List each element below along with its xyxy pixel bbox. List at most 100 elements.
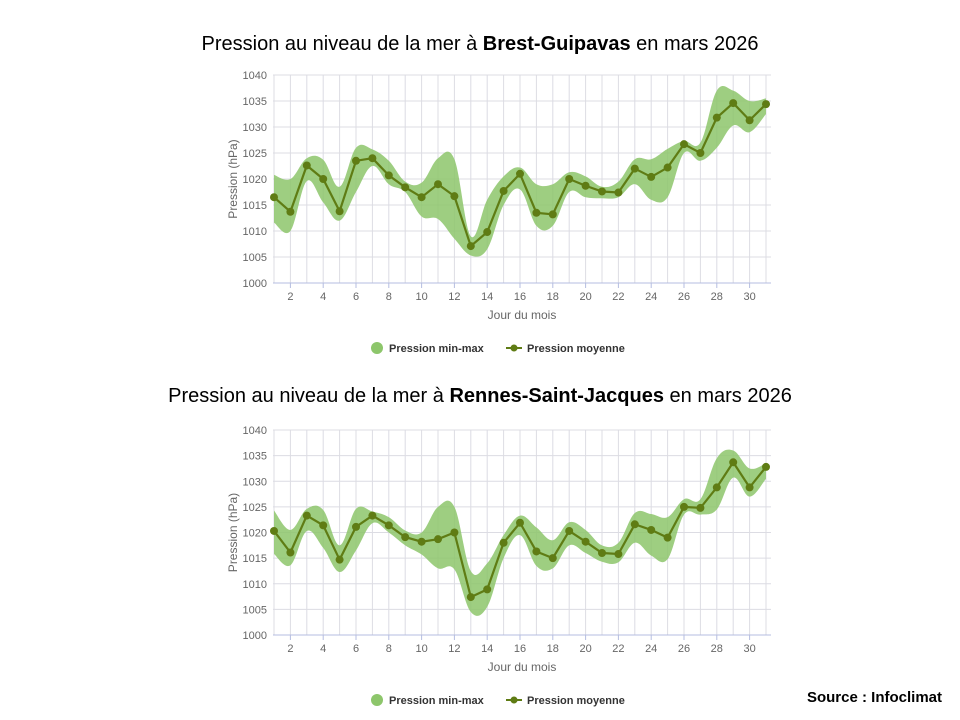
mean-point [762, 100, 770, 109]
source-credit: Source : Infoclimat [806, 689, 942, 706]
legend-range-icon [371, 694, 383, 706]
mean-point [450, 528, 459, 537]
legend-mean-label: Pression moyenne [527, 343, 625, 355]
x-tick-label: 10 [415, 291, 427, 303]
mean-point [335, 555, 344, 564]
chart-title-rennes: Pression au niveau de la mer à Rennes-Sa… [0, 385, 960, 408]
mean-point [434, 535, 442, 544]
y-tick-label: 1030 [243, 122, 267, 134]
y-tick-label: 1025 [243, 502, 267, 514]
x-tick-label: 6 [353, 643, 359, 655]
mean-point [417, 193, 426, 202]
mean-point [286, 548, 295, 557]
x-tick-label: 20 [579, 643, 591, 655]
mean-point [630, 164, 639, 173]
mean-point [384, 171, 393, 180]
mean-point [598, 187, 606, 196]
y-tick-label: 1005 [243, 252, 267, 264]
x-axis-title: Jour du mois [488, 308, 557, 322]
mean-point [352, 156, 360, 165]
x-tick-label: 12 [448, 291, 460, 303]
x-tick-label: 26 [678, 291, 690, 303]
y-tick-label: 1000 [243, 630, 267, 642]
mean-point [319, 175, 328, 183]
mean-point [499, 186, 508, 195]
title-suffix: en mars 2026 [630, 33, 759, 55]
mean-point [270, 526, 278, 535]
x-tick-label: 4 [320, 643, 326, 655]
mean-point [663, 533, 672, 542]
y-axis-title: Pression (hPa) [226, 493, 240, 572]
y-tick-label: 1035 [243, 96, 267, 108]
mean-point [581, 181, 590, 190]
x-tick-label: 28 [711, 643, 723, 655]
x-tick-label: 10 [415, 643, 427, 655]
y-tick-label: 1025 [243, 148, 267, 160]
legend-range-icon [371, 342, 383, 354]
mean-point [548, 554, 557, 563]
legend-mean-label: Pression moyenne [527, 695, 625, 707]
mean-point [729, 458, 738, 467]
y-tick-label: 1040 [243, 425, 267, 437]
mean-point [319, 521, 328, 530]
title-suffix: en mars 2026 [663, 385, 792, 407]
y-tick-label: 1005 [243, 604, 267, 616]
x-tick-label: 14 [481, 291, 493, 303]
mean-point [466, 242, 475, 251]
mean-point [729, 99, 738, 108]
legend-range-label: Pression min-max [389, 695, 485, 707]
x-tick-label: 24 [645, 291, 657, 303]
mean-point [516, 169, 524, 178]
mean-point [598, 549, 606, 557]
x-tick-label: 16 [514, 291, 526, 303]
x-tick-label: 8 [386, 291, 392, 303]
y-tick-label: 1000 [243, 278, 267, 290]
mean-point [762, 462, 770, 471]
mean-point [745, 483, 754, 492]
x-tick-label: 2 [287, 643, 293, 655]
y-tick-label: 1015 [243, 553, 267, 565]
x-tick-label: 18 [547, 643, 559, 655]
x-tick-label: 8 [386, 643, 392, 655]
mean-point [565, 526, 574, 535]
x-axis-title: Jour du mois [488, 660, 557, 674]
range-area-min-max [274, 449, 766, 616]
x-tick-label: 14 [481, 643, 493, 655]
mean-point [647, 525, 656, 534]
mean-point [516, 518, 524, 527]
mean-point [450, 192, 459, 201]
mean-point [270, 193, 278, 202]
y-tick-label: 1030 [243, 476, 267, 488]
y-tick-label: 1010 [243, 579, 267, 591]
mean-point [483, 585, 492, 594]
x-tick-label: 30 [743, 291, 755, 303]
x-tick-label: 16 [514, 643, 526, 655]
x-tick-label: 26 [678, 643, 690, 655]
mean-point [401, 183, 410, 192]
mean-point [532, 208, 541, 217]
x-tick-label: 18 [547, 291, 559, 303]
mean-point [712, 483, 721, 492]
mean-point [696, 503, 705, 512]
x-tick-label: 28 [711, 291, 723, 303]
mean-point [368, 511, 377, 520]
x-tick-label: 4 [320, 291, 326, 303]
legend-range-label: Pression min-max [389, 343, 485, 355]
title-prefix: Pression au niveau de la mer à [168, 385, 450, 407]
x-tick-label: 12 [448, 643, 460, 655]
x-tick-label: 6 [353, 291, 359, 303]
mean-point [368, 154, 377, 163]
y-tick-label: 1035 [243, 451, 267, 463]
mean-point [680, 502, 688, 511]
y-axis-title: Pression (hPa) [226, 139, 240, 218]
mean-point [696, 149, 705, 157]
mean-point [352, 522, 360, 531]
mean-point [466, 593, 475, 602]
mean-point [417, 537, 426, 546]
x-tick-label: 24 [645, 643, 657, 655]
mean-point [548, 210, 557, 219]
mean-point [302, 161, 311, 170]
mean-point [565, 175, 574, 183]
